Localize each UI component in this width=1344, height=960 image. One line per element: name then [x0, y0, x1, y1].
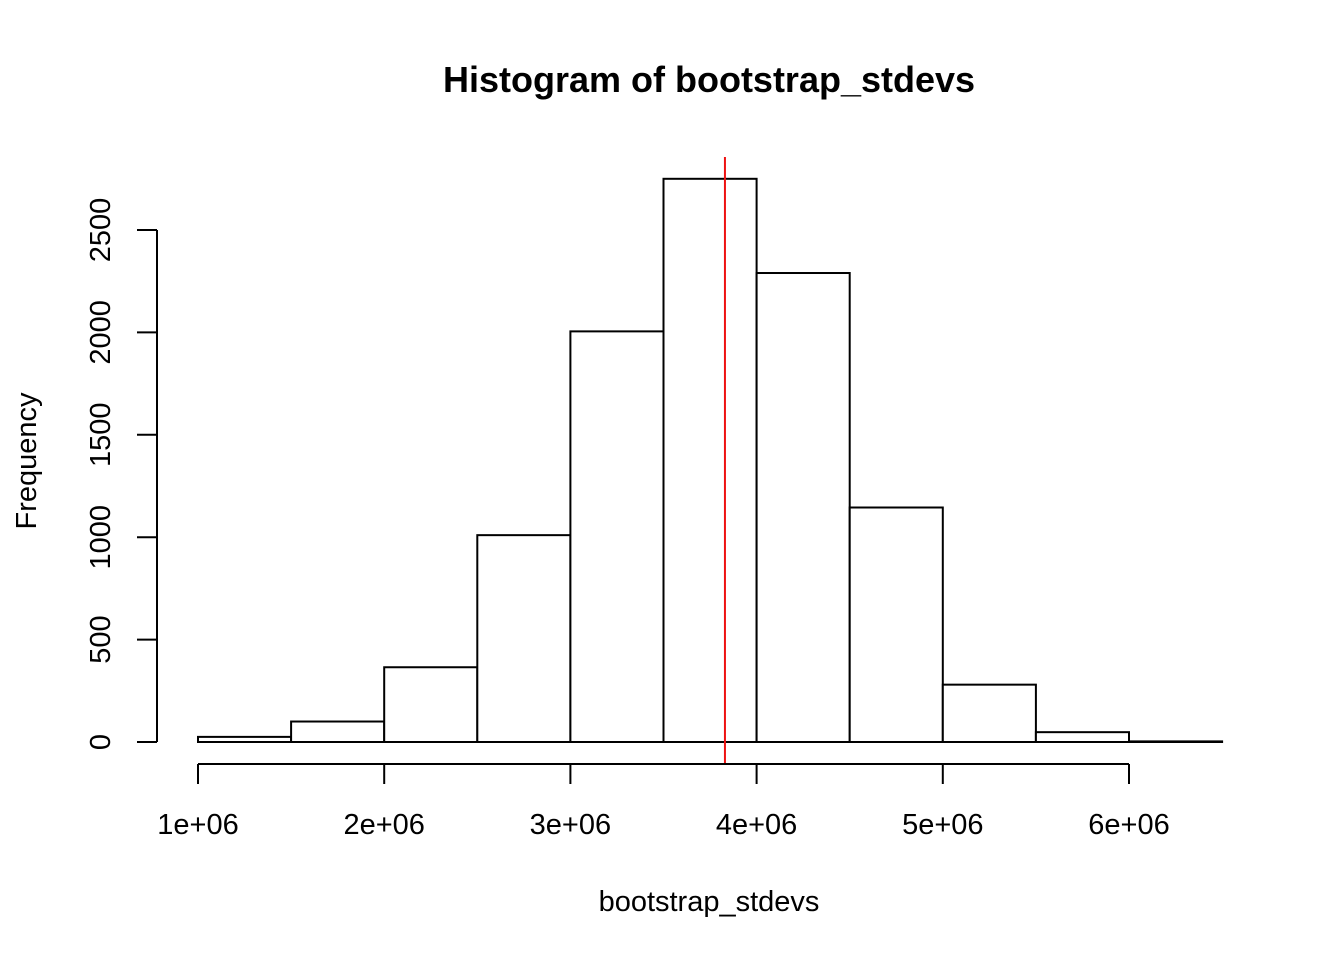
histogram-bar	[755, 272, 851, 743]
x-axis: 1e+06 2e+06 3e+06 4e+06 5e+06 6e+06	[157, 763, 1170, 841]
x-tick-label: 1e+06	[157, 809, 238, 841]
y-tick-label: 500	[85, 615, 117, 663]
x-tick-label: 4e+06	[716, 809, 797, 841]
histogram-bar	[197, 735, 293, 744]
histogram-bar	[662, 177, 758, 744]
y-tick-label: 0	[85, 734, 117, 750]
histogram-bar	[383, 666, 479, 743]
y-tick-label: 2500	[85, 198, 117, 263]
histogram-bar	[290, 720, 386, 744]
histogram-bar	[476, 534, 572, 743]
histogram-bar	[569, 330, 665, 743]
x-axis-label: bootstrap_stdevs	[599, 886, 820, 918]
histogram-bar	[848, 506, 944, 743]
x-tick-label: 5e+06	[902, 809, 983, 841]
y-tick-label: 1000	[85, 505, 117, 570]
histogram-bar	[1034, 731, 1131, 744]
chart-title: Histogram of bootstrap_stdevs	[443, 59, 975, 100]
y-axis-label: Frequency	[11, 392, 43, 530]
histogram-bar	[941, 683, 1037, 744]
x-tick-label: 3e+06	[530, 809, 611, 841]
x-tick-label: 6e+06	[1088, 809, 1169, 841]
histogram-bar	[1128, 740, 1224, 744]
x-tick-label: 2e+06	[343, 809, 424, 841]
bars-group	[197, 177, 1224, 744]
y-tick-label: 1500	[85, 403, 117, 468]
y-tick-label: 2000	[85, 300, 117, 365]
y-axis: 0 500 1000 1500 2000 2500	[85, 198, 158, 750]
